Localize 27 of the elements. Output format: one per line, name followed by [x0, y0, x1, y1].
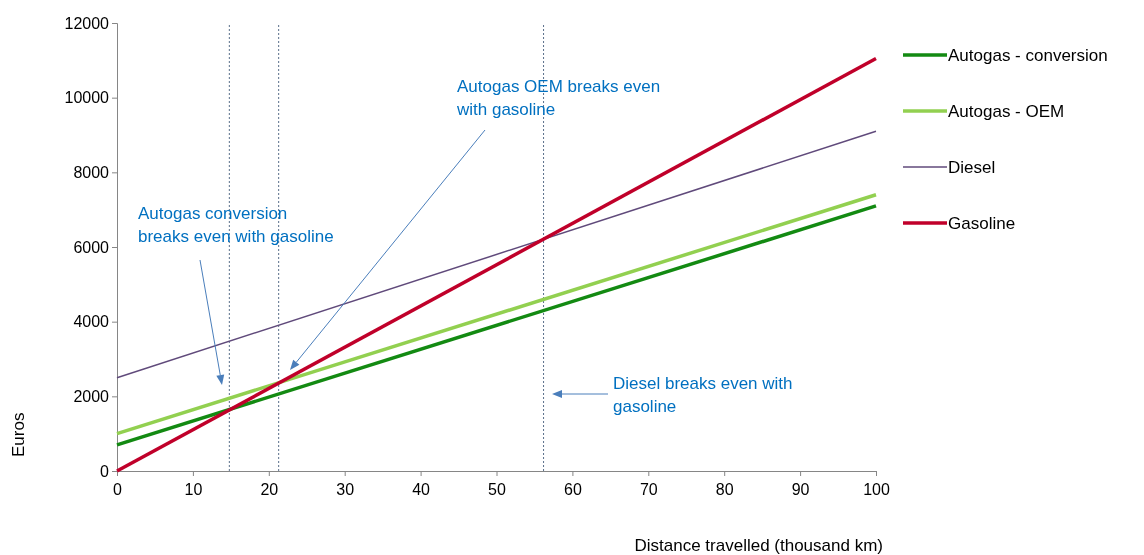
y-tick-label: 12000: [64, 14, 110, 32]
annotation: Autogas conversion breaks even with gasoline: [138, 203, 334, 247]
x-tick-label: 90: [791, 481, 810, 498]
annotation: Diesel breaks even with gasoline: [613, 373, 793, 417]
x-tick-label: 40: [412, 481, 431, 498]
x-axis-title: Distance travelled (thousand km): [634, 536, 883, 555]
legend-label: Gasoline: [948, 213, 1016, 233]
x-tick-label: 30: [336, 481, 355, 498]
y-tick-label: 4000: [73, 313, 110, 331]
legend-label: Diesel: [948, 157, 996, 177]
legend-label: Autogas - conversion: [948, 45, 1108, 65]
annotation: Autogas OEM breaks even with gasoline: [456, 76, 661, 120]
x-tick-label: 50: [488, 481, 506, 498]
x-tick-label: 20: [260, 481, 279, 498]
x-tick-label: 100: [863, 481, 890, 498]
y-tick-label: 0: [100, 462, 110, 480]
y-axis-title: Euros: [9, 412, 28, 457]
x-tick-label: 70: [639, 481, 658, 498]
y-tick-label: 10000: [64, 89, 110, 107]
y-tick-label: 8000: [73, 163, 110, 181]
y-tick-label: 6000: [73, 238, 110, 256]
x-tick-label: 60: [564, 481, 582, 498]
y-tick-label: 2000: [73, 387, 110, 405]
x-tick-label: 10: [184, 481, 203, 498]
x-tick-label: 0: [113, 481, 123, 498]
x-tick-label: 80: [715, 481, 734, 498]
legend-label: Autogas - OEM: [948, 101, 1065, 121]
